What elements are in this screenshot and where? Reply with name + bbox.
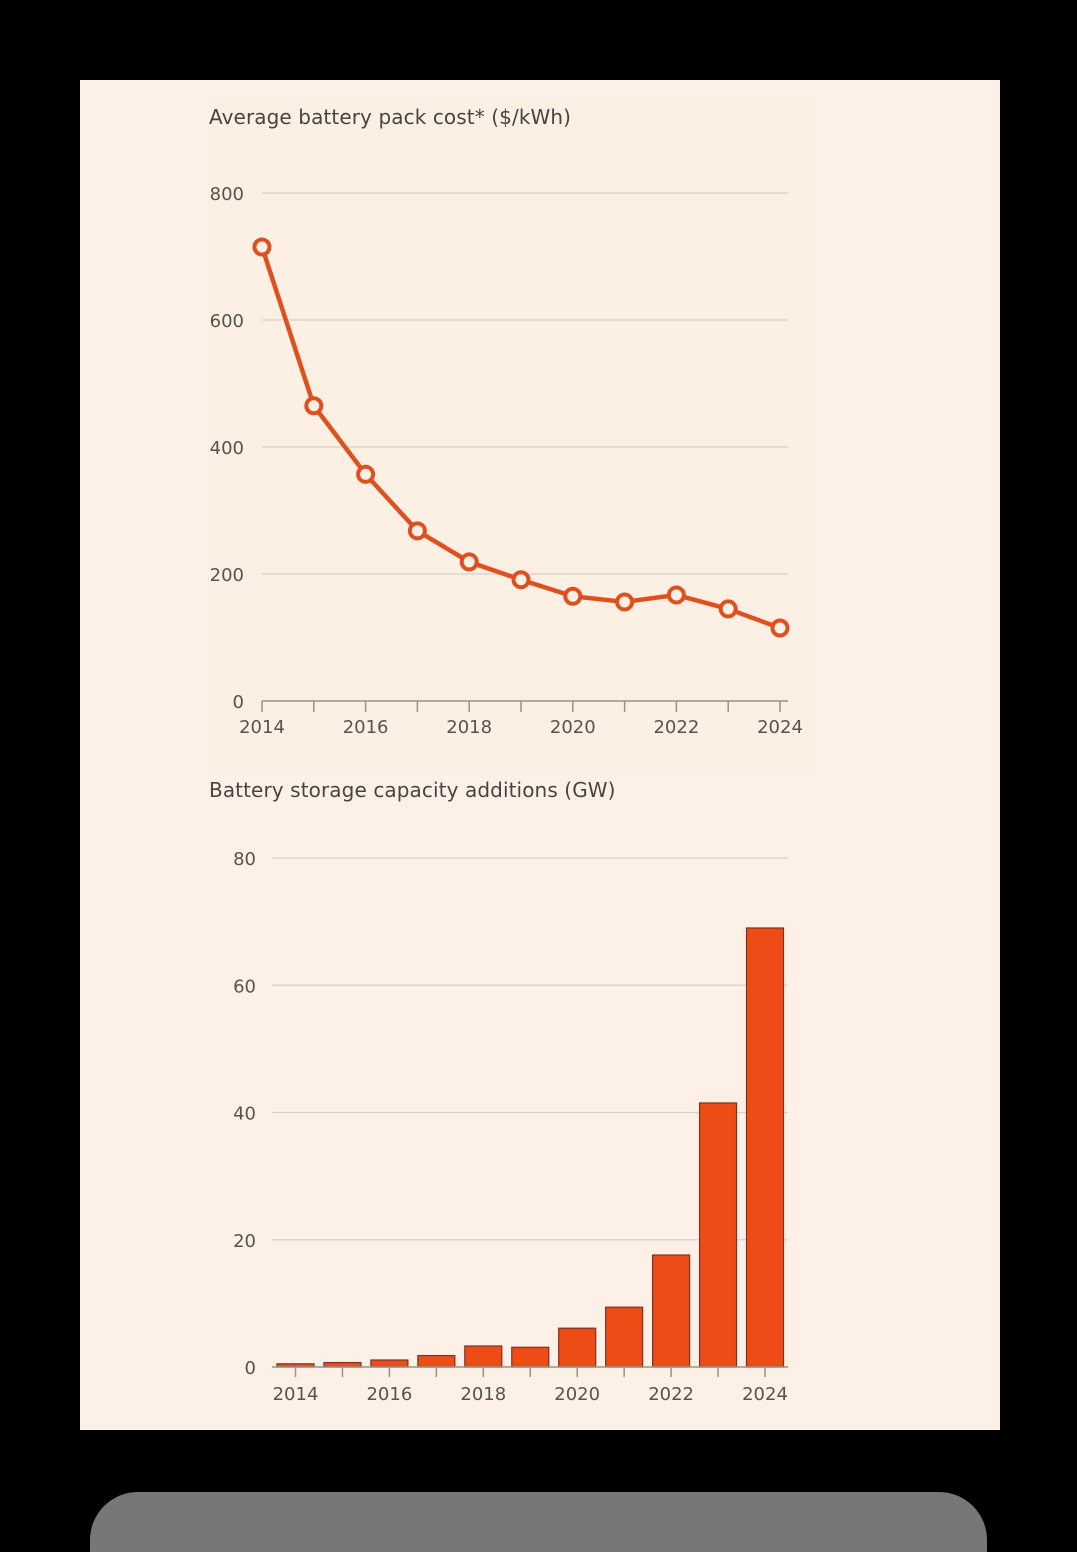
line-chart-point-2022 <box>666 585 686 605</box>
line-chart-point-2017 <box>407 521 427 541</box>
bar-2023 <box>698 1102 738 1368</box>
line-chart-point-2018 <box>459 552 479 572</box>
line-chart-title: Average battery pack cost* ($/kWh) <box>209 105 572 129</box>
bar-chart-y-tick-label: 60 <box>233 976 256 997</box>
line-chart-x-tick-label: 2018 <box>446 717 492 738</box>
line-chart-x-tick-label: 2014 <box>239 717 285 738</box>
line-chart-y-tick-label: 600 <box>210 311 244 332</box>
bottom-sheet-handle[interactable] <box>90 1492 987 1552</box>
line-chart-x-tick-label: 2016 <box>343 717 389 738</box>
bar-chart-y-tick-label: 20 <box>233 1231 256 1252</box>
bar-chart-x-tick-label: 2022 <box>648 1384 694 1405</box>
bar-chart-y-tick-label: 0 <box>245 1358 256 1379</box>
bar-2022 <box>651 1254 691 1368</box>
bar-2017 <box>417 1354 456 1368</box>
line-chart-y-tick-label: 400 <box>210 438 244 459</box>
top-chart-background <box>208 100 816 772</box>
line-chart-point-2014 <box>252 237 272 257</box>
bar-chart-x-tick-label: 2024 <box>742 1384 788 1405</box>
bar-2021 <box>605 1306 644 1368</box>
bar-chart-x-tick-label: 2020 <box>554 1384 600 1405</box>
bar-chart-x-tick-label: 2016 <box>366 1384 412 1405</box>
bar-2019 <box>511 1346 550 1368</box>
bar-2016 <box>370 1359 409 1368</box>
bar-2018 <box>464 1345 503 1368</box>
bar-chart-y-tick-label: 80 <box>233 849 256 870</box>
line-chart-x-tick-label: 2020 <box>550 717 596 738</box>
charts-svg: 0 200 400 600 800 2014 2016 2018 2020 2022 2024 0 20… <box>210 184 803 1405</box>
line-chart-y-tick-label: 800 <box>210 184 244 205</box>
line-chart-point-2015 <box>304 396 324 416</box>
bar-chart-title: Battery storage capacity additions (GW) <box>209 778 616 802</box>
line-chart-point-2016 <box>356 464 376 484</box>
bar-chart-x-tick-label: 2018 <box>460 1384 506 1405</box>
line-chart-point-2024 <box>770 618 790 638</box>
line-chart-x-tick-label: 2022 <box>653 717 699 738</box>
line-chart-x-tick-label: 2024 <box>757 717 803 738</box>
line-chart-point-2020 <box>563 586 583 606</box>
line-chart-point-2023 <box>718 599 738 619</box>
chart-panel: Average battery pack cost* ($/kWh) Batte… <box>80 80 1000 1430</box>
bar-chart-x-tick-label: 2014 <box>273 1384 319 1405</box>
bar-2024 <box>745 927 785 1368</box>
line-chart-point-2021 <box>615 592 635 612</box>
line-chart-y-tick-label: 200 <box>210 565 244 586</box>
bar-chart-y-tick-label: 40 <box>233 1104 256 1125</box>
bar-2020 <box>558 1327 597 1368</box>
line-chart-point-2019 <box>511 570 531 590</box>
line-chart-y-tick-label: 0 <box>233 692 244 713</box>
